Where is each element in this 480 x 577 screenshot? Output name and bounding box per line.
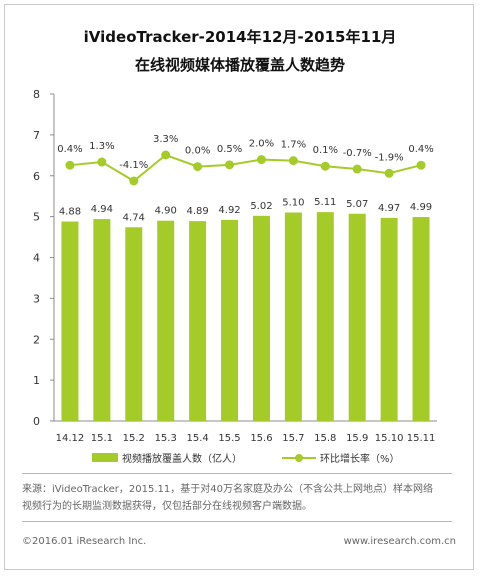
x-tick-label: 15.6 [250,433,272,444]
source-line-1: 来源：iVideoTracker，2015.11，基于对40万名家庭及办公（不含… [22,484,433,495]
source-note: 来源：iVideoTracker，2015.11，基于对40万名家庭及办公（不含… [22,481,462,515]
bar [284,212,302,421]
growth-rate-label: 0.1% [313,145,338,156]
bar [157,220,175,421]
website-link[interactable]: www.iresearch.com.cn [343,536,456,547]
divider [22,473,452,474]
bar [189,221,207,421]
bar-value-label: 4.88 [59,207,81,218]
growth-rate-point [65,160,75,170]
growth-rate-label: 1.7% [281,140,306,151]
growth-rate-label: 0.4% [408,144,433,155]
bar [61,221,79,421]
growth-rate-label: 1.3% [89,141,114,152]
x-tick-label: 15.11 [407,433,436,444]
growth-rate-label: 0.0% [185,146,210,157]
growth-rate-point [256,155,266,165]
x-tick-label: 14.12 [56,433,85,444]
legend-bar-swatch [92,453,118,462]
bar-value-label: 4.94 [91,204,113,215]
growth-rate-point [161,150,171,160]
legend-line-marker [295,454,303,462]
bar [252,215,270,421]
x-tick-label: 15.5 [218,433,240,444]
bar [221,219,239,421]
bar [412,217,430,421]
bar [380,217,398,421]
y-tick-label: 1 [33,374,40,387]
growth-rate-point [320,161,330,171]
y-tick-label: 7 [33,129,40,142]
bar-value-label: 4.92 [218,205,240,216]
bar-value-label: 4.89 [186,206,208,217]
x-tick-label: 15.7 [282,433,304,444]
y-tick-label: 2 [33,333,40,346]
x-tick-label: 15.2 [123,433,145,444]
bar-value-label: 4.99 [410,202,432,213]
bar-value-label: 5.10 [282,198,304,209]
growth-rate-point [288,156,298,166]
growth-rate-point [384,168,394,178]
x-tick-label: 15.10 [375,433,404,444]
growth-rate-label: 2.0% [249,139,274,150]
chart-subtitle: 在线视频媒体播放覆盖人数趋势 [134,56,345,74]
y-tick-label: 8 [33,88,40,101]
growth-rate-point [416,160,426,170]
bar [348,213,366,421]
bar-value-label: 4.90 [155,206,177,217]
growth-rate-point [352,164,362,174]
y-tick-label: 0 [33,415,40,428]
bar [125,227,143,421]
bar [93,219,111,421]
legend-line-label: 环比增长率（%） [320,452,400,465]
legend-bar-label: 视频播放覆盖人数（亿人） [122,452,242,465]
bar-value-label: 5.11 [314,197,336,208]
growth-rate-label: -0.7% [343,148,372,159]
x-tick-label: 15.9 [346,433,368,444]
x-tick-label: 15.1 [91,433,113,444]
divider [22,521,452,522]
x-tick-label: 15.3 [155,433,177,444]
bar [316,212,334,421]
growth-rate-point [97,157,107,167]
chart-title: iVideoTracker-2014年12月-2015年11月 [83,28,397,46]
copyright-text: ©2016.01 iResearch Inc. [22,536,147,547]
y-tick-label: 3 [33,292,40,305]
bar-value-label: 4.74 [123,212,145,223]
growth-rate-label: -4.1% [119,160,148,171]
y-tick-label: 6 [33,170,40,183]
growth-rate-label: 3.3% [153,134,178,145]
growth-rate-label: 0.5% [217,144,242,155]
growth-rate-point [193,162,203,172]
source-line-2: 视频行为的长期监测数据获得，仅包括部分在线视频客户端数据。 [22,501,312,512]
y-tick-label: 5 [33,211,40,224]
growth-rate-label: -1.9% [375,152,404,163]
growth-rate-label: 0.4% [57,144,82,155]
growth-rate-point [225,160,235,170]
growth-rate-point [129,176,139,186]
y-tick-label: 4 [33,252,40,265]
chart-plot: 0 1 2 3 4 5 6 7 8 4.88 14.12 4.94 15.1 4.74 15.2 4.90 15… [33,88,437,465]
bar-value-label: 4.97 [378,203,400,214]
x-tick-label: 15.8 [314,433,336,444]
bar-value-label: 5.02 [250,201,272,212]
growth-rate-line [69,153,422,183]
bar-value-label: 5.07 [346,199,368,210]
x-tick-label: 15.4 [186,433,208,444]
